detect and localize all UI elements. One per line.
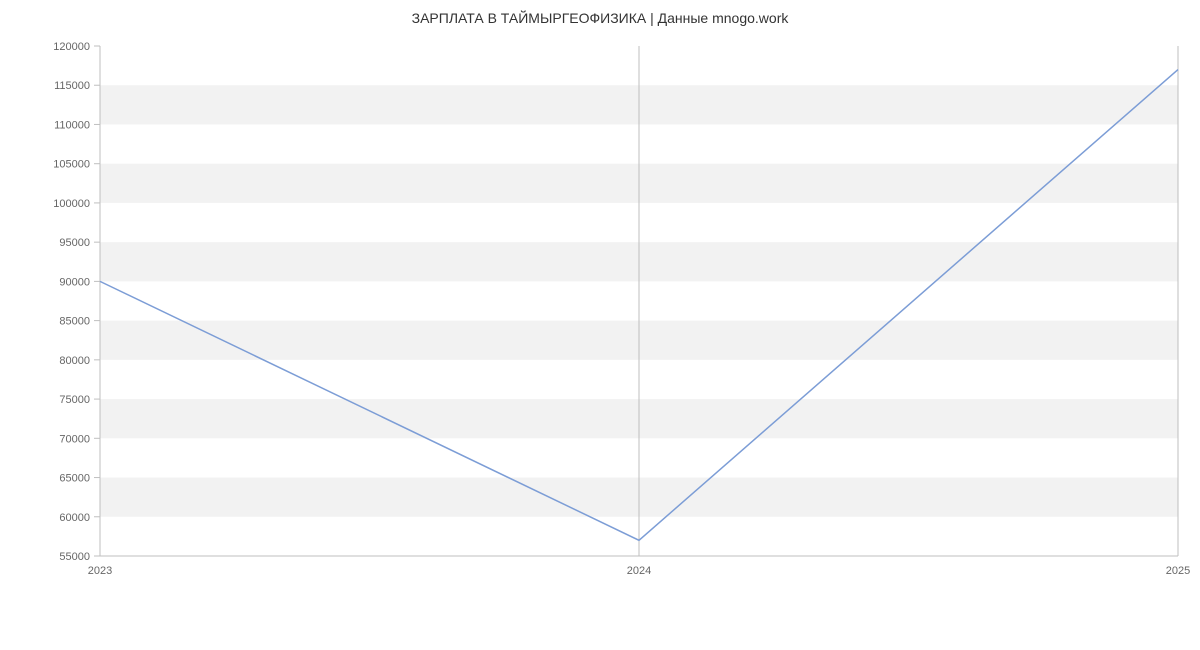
y-tick-label: 55000 <box>59 551 90 563</box>
y-tick-label: 95000 <box>59 237 90 249</box>
y-tick-label: 80000 <box>59 355 90 367</box>
y-tick-label: 115000 <box>54 80 90 92</box>
x-tick-label: 2025 <box>1166 565 1190 577</box>
y-tick-label: 90000 <box>59 276 90 288</box>
y-tick-label: 70000 <box>59 433 90 445</box>
y-tick-label: 110000 <box>54 119 90 131</box>
chart-container: ЗАРПЛАТА В ТАЙМЫРГЕОФИЗИКА | Данные mnog… <box>0 0 1200 650</box>
chart-title: ЗАРПЛАТА В ТАЙМЫРГЕОФИЗИКА | Данные mnog… <box>0 0 1200 26</box>
y-tick-label: 85000 <box>59 316 90 328</box>
y-tick-label: 65000 <box>59 473 90 485</box>
y-tick-label: 105000 <box>53 159 90 171</box>
y-tick-label: 120000 <box>53 41 90 53</box>
y-tick-label: 75000 <box>59 394 90 406</box>
x-tick-label: 2023 <box>88 565 112 577</box>
x-tick-label: 2024 <box>627 565 651 577</box>
y-tick-label: 100000 <box>53 198 90 210</box>
line-chart: 55000 60000 65000 70000 75000 80000 85000 90000… <box>0 26 1200 646</box>
y-tick-label: 60000 <box>59 512 90 524</box>
